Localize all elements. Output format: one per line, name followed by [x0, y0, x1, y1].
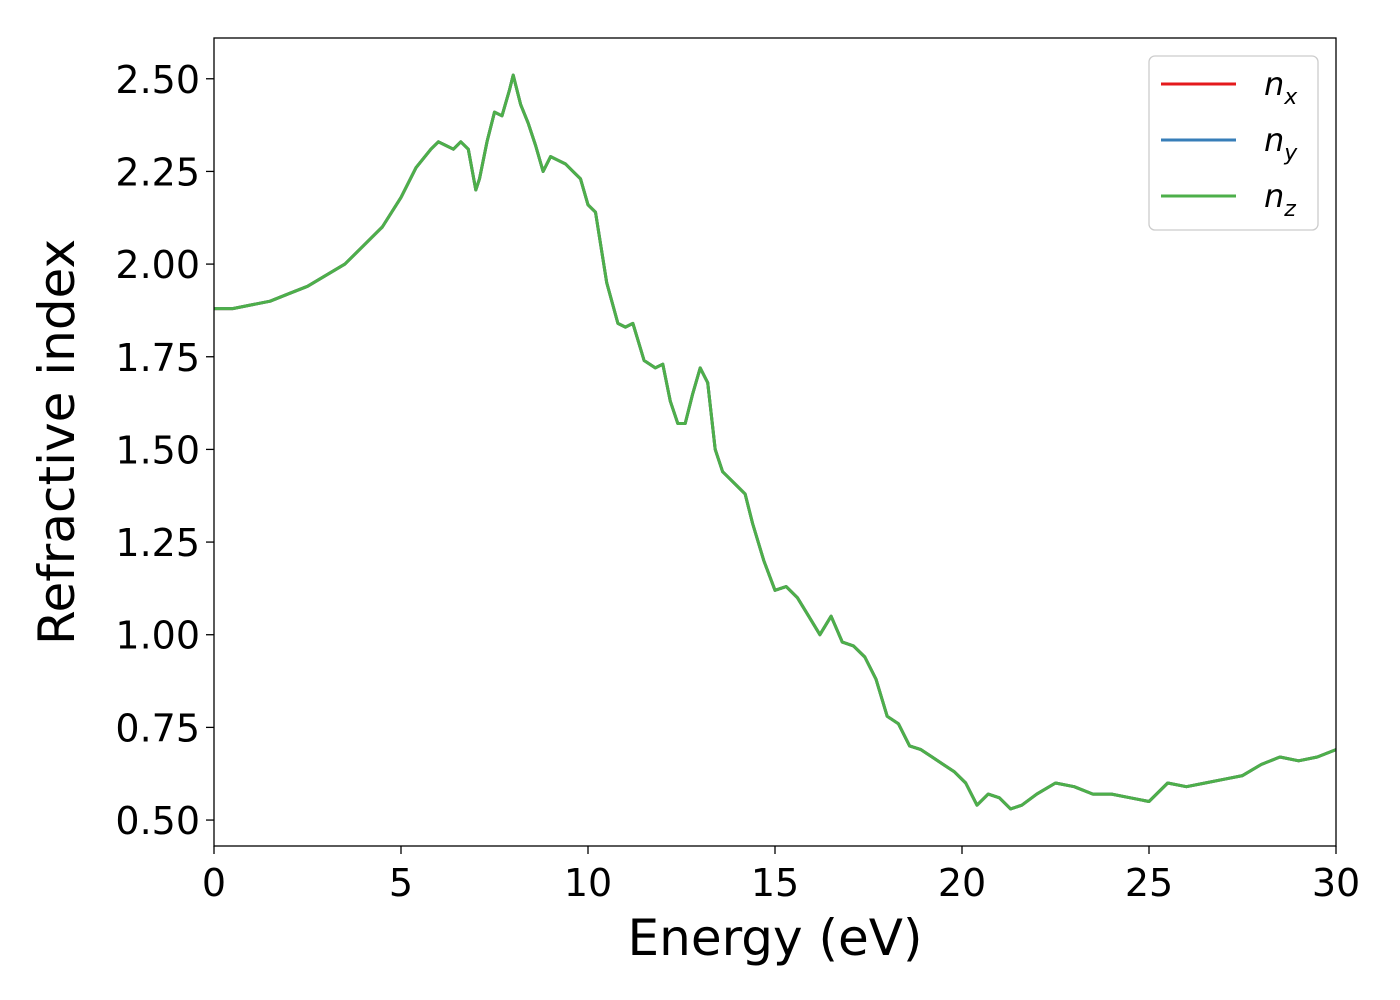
legend-label-ny: ny	[1264, 121, 1298, 166]
x-tick-label: 20	[938, 861, 986, 905]
legend-box	[1148, 55, 1319, 231]
y-tick-label: 1.75	[115, 336, 200, 380]
legend-label-nz: nz	[1264, 177, 1296, 222]
x-tick-label: 5	[389, 861, 413, 905]
y-tick-label: 2.00	[115, 243, 200, 287]
y-tick-label: 0.75	[115, 706, 200, 750]
x-tick-label: 25	[1125, 861, 1173, 905]
y-tick-label: 0.50	[115, 799, 200, 843]
y-tick-label: 1.25	[115, 521, 200, 565]
y-axis-label: Refractive index	[28, 239, 86, 645]
y-tick-label: 2.25	[115, 150, 200, 194]
x-axis-label: Energy (eV)	[628, 909, 923, 967]
x-tick-label: 10	[564, 861, 612, 905]
legend: nx ny nz	[1148, 55, 1319, 231]
y-axis: 0.50 0.75 1.00 1.25 1.50 1.75 2.00 2.25 2.50	[115, 58, 214, 843]
x-axis: 0 5 10 15 20 25 30	[202, 846, 1360, 905]
series-layer	[214, 73, 1337, 811]
x-tick-label: 15	[751, 861, 799, 905]
x-tick-label: 0	[202, 861, 226, 905]
x-tick-label: 30	[1312, 861, 1360, 905]
legend-label-nx: nx	[1264, 65, 1298, 110]
y-tick-label: 1.50	[115, 428, 200, 472]
series-line-nz	[214, 73, 1337, 811]
y-tick-label: 1.00	[115, 614, 200, 658]
y-tick-label: 2.50	[115, 58, 200, 102]
